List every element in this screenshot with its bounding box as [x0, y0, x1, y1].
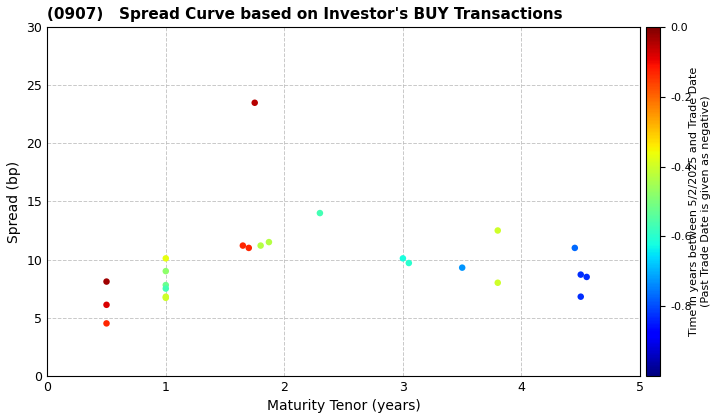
Point: [160, 268, 171, 275]
Point: [397, 255, 409, 262]
Point: [403, 260, 415, 266]
X-axis label: Maturity Tenor (years): Maturity Tenor (years): [266, 399, 420, 413]
Y-axis label: Spread (bp): Spread (bp): [7, 160, 21, 242]
Point: [492, 227, 503, 234]
Point: [575, 293, 587, 300]
Point: [255, 242, 266, 249]
Y-axis label: Time in years between 5/2/2025 and Trade Date
(Past Trade Date is given as negat: Time in years between 5/2/2025 and Trade…: [689, 67, 711, 336]
Text: (0907)   Spread Curve based on Investor's BUY Transactions: (0907) Spread Curve based on Investor's …: [48, 7, 563, 22]
Point: [264, 239, 275, 245]
Point: [581, 273, 593, 280]
Point: [160, 294, 171, 301]
Point: [237, 242, 248, 249]
Point: [575, 271, 587, 278]
Point: [101, 302, 112, 308]
Point: [160, 255, 171, 262]
Point: [101, 320, 112, 327]
Point: [243, 244, 255, 251]
Point: [101, 278, 112, 285]
Point: [492, 279, 503, 286]
Point: [160, 285, 171, 292]
Point: [249, 100, 261, 106]
Point: [160, 293, 171, 300]
Point: [160, 282, 171, 289]
Point: [569, 244, 580, 251]
Point: [314, 210, 325, 216]
Point: [456, 264, 468, 271]
